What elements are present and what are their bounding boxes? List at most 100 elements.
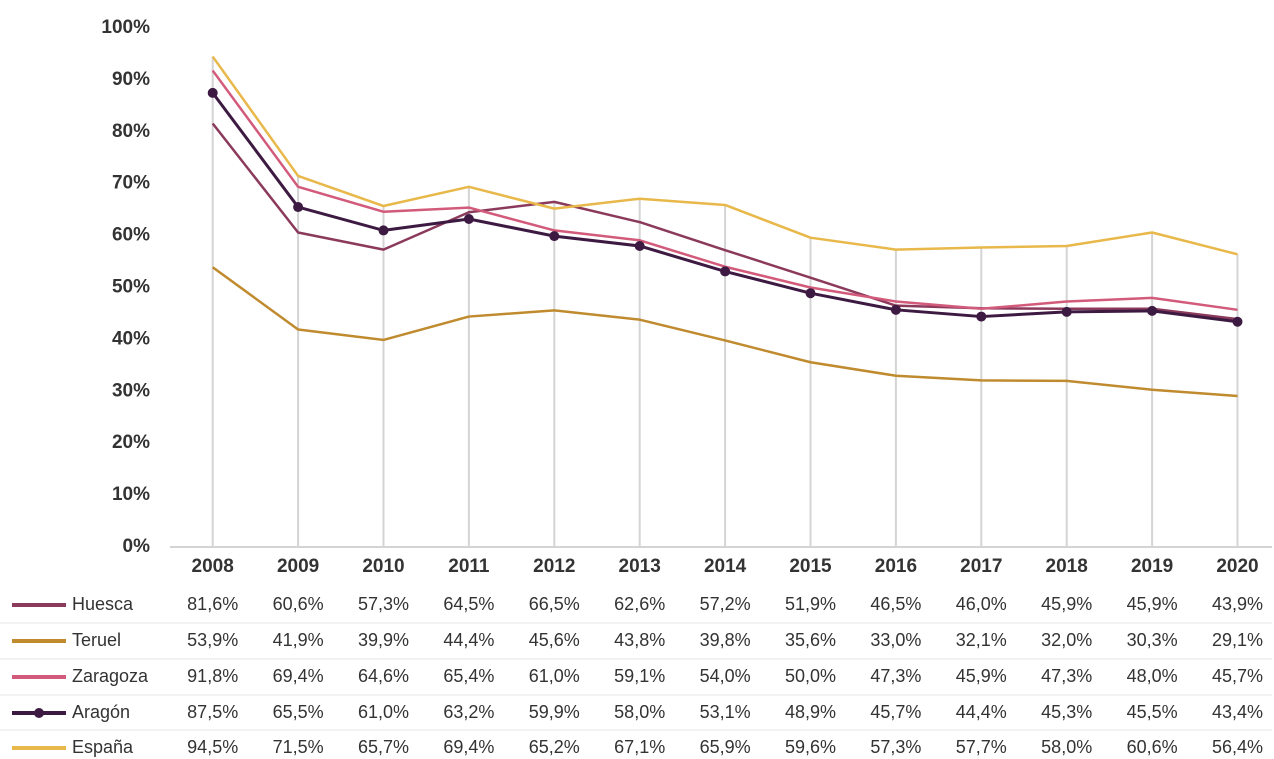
legend-label: Teruel: [72, 630, 121, 650]
data-label: 46,0%: [956, 594, 1007, 614]
y-tick-label: 20%: [112, 432, 150, 453]
data-label: 50,0%: [785, 666, 836, 686]
data-label: 57,7%: [956, 737, 1007, 757]
data-label: 59,9%: [529, 702, 580, 722]
data-label: 87,5%: [187, 702, 238, 722]
data-label: 63,2%: [443, 702, 494, 722]
legend-label: España: [72, 737, 134, 757]
data-label: 81,6%: [187, 594, 238, 614]
data-label: 53,9%: [187, 630, 238, 650]
data-label: 65,7%: [358, 737, 409, 757]
point: [207, 87, 218, 98]
x-tick-label: 2008: [192, 556, 234, 577]
data-label: 46,5%: [870, 594, 921, 614]
data-label: 44,4%: [443, 630, 494, 650]
data-label: 39,9%: [358, 630, 409, 650]
data-label: 61,0%: [529, 666, 580, 686]
y-tick-label: 10%: [112, 484, 150, 505]
x-tick-label: 2019: [1131, 556, 1173, 577]
point: [1147, 305, 1158, 316]
point: [1232, 316, 1243, 327]
x-tick-label: 2012: [533, 556, 575, 577]
data-label: 32,1%: [956, 630, 1007, 650]
data-label: 61,0%: [358, 702, 409, 722]
data-label: 59,1%: [614, 666, 665, 686]
x-tick-label: 2011: [448, 556, 490, 577]
data-label: 45,5%: [1127, 702, 1178, 722]
data-label: 43,9%: [1212, 594, 1263, 614]
y-tick-label: 40%: [112, 328, 150, 349]
x-tick-label: 2013: [619, 556, 661, 577]
data-label: 58,0%: [614, 702, 665, 722]
data-label: 69,4%: [273, 666, 324, 686]
legend-marker: [34, 708, 44, 718]
data-label: 66,5%: [529, 594, 580, 614]
x-tick-label: 2015: [789, 556, 832, 577]
point: [1061, 306, 1072, 317]
data-label: 56,4%: [1212, 737, 1263, 757]
data-label: 30,3%: [1127, 630, 1178, 650]
data-label: 59,6%: [785, 737, 836, 757]
x-tick-label: 2018: [1046, 556, 1088, 577]
data-label: 65,5%: [273, 702, 324, 722]
point: [549, 231, 560, 242]
data-label: 64,5%: [443, 594, 494, 614]
data-label: 45,6%: [529, 630, 580, 650]
x-tick-label: 2014: [704, 556, 747, 577]
data-label: 65,2%: [529, 737, 580, 757]
point: [976, 311, 987, 322]
legend-label: Aragón: [72, 702, 130, 722]
legend-label: Zaragoza: [72, 666, 149, 686]
y-tick-label: 70%: [112, 173, 150, 194]
x-tick-label: 2016: [875, 556, 917, 577]
data-label: 94,5%: [187, 737, 238, 757]
point: [890, 304, 901, 315]
y-tick-label: 80%: [112, 121, 150, 142]
data-label: 45,7%: [870, 702, 921, 722]
data-label: 32,0%: [1041, 630, 1092, 650]
data-label: 53,1%: [700, 702, 751, 722]
data-label: 64,6%: [358, 666, 409, 686]
data-label: 35,6%: [785, 630, 836, 650]
series-line: [211, 55, 1238, 256]
x-tick-label: 2017: [960, 556, 1002, 577]
y-tick-label: 50%: [112, 277, 150, 298]
data-label: 47,3%: [870, 666, 921, 686]
data-label: 43,8%: [614, 630, 665, 650]
data-label: 48,9%: [785, 702, 836, 722]
data-label: 33,0%: [870, 630, 921, 650]
data-label: 51,9%: [785, 594, 836, 614]
x-tick-label: 2020: [1216, 556, 1258, 577]
series-line: [211, 266, 1238, 398]
legend-label: Huesca: [72, 594, 134, 614]
y-tick-label: 90%: [112, 69, 150, 90]
data-label: 62,6%: [614, 594, 665, 614]
y-tick-label: 100%: [101, 17, 150, 38]
y-tick-label: 30%: [112, 380, 150, 401]
data-label: 45,9%: [956, 666, 1007, 686]
data-label: 45,9%: [1127, 594, 1178, 614]
point: [720, 266, 731, 277]
data-label: 45,7%: [1212, 666, 1263, 686]
data-label: 57,2%: [700, 594, 751, 614]
data-label: 60,6%: [1127, 737, 1178, 757]
data-label: 65,9%: [700, 737, 751, 757]
data-label: 44,4%: [956, 702, 1007, 722]
point: [378, 225, 389, 236]
data-label: 43,4%: [1212, 702, 1263, 722]
data-label: 69,4%: [443, 737, 494, 757]
data-label: 47,3%: [1041, 666, 1092, 686]
data-label: 41,9%: [273, 630, 324, 650]
data-label: 45,9%: [1041, 594, 1092, 614]
x-tick-label: 2009: [277, 556, 319, 577]
data-label: 71,5%: [273, 737, 324, 757]
data-label: 39,8%: [700, 630, 751, 650]
data-label: 48,0%: [1127, 666, 1178, 686]
data-label: 58,0%: [1041, 737, 1092, 757]
point: [805, 288, 816, 299]
point: [463, 213, 474, 224]
data-label: 57,3%: [870, 737, 921, 757]
point: [634, 240, 645, 251]
data-label: 91,8%: [187, 666, 238, 686]
y-tick-label: 60%: [112, 225, 150, 246]
